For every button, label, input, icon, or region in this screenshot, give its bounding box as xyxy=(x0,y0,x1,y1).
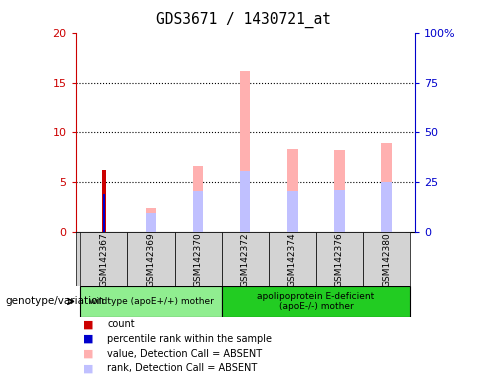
Bar xyxy=(287,149,298,232)
Bar xyxy=(316,232,363,286)
Bar xyxy=(102,170,106,232)
Text: GSM142380: GSM142380 xyxy=(382,232,391,286)
Bar xyxy=(381,144,392,232)
Text: GSM142374: GSM142374 xyxy=(288,232,297,286)
Text: GSM142369: GSM142369 xyxy=(146,232,156,286)
Text: rank, Detection Call = ABSENT: rank, Detection Call = ABSENT xyxy=(107,363,258,373)
Bar xyxy=(146,209,156,232)
Text: GSM142370: GSM142370 xyxy=(194,232,203,286)
Bar xyxy=(146,214,156,232)
Bar xyxy=(381,182,392,232)
Text: ■: ■ xyxy=(83,334,94,344)
Text: genotype/variation: genotype/variation xyxy=(5,296,104,306)
Text: wildtype (apoE+/+) mother: wildtype (apoE+/+) mother xyxy=(88,297,213,306)
Text: count: count xyxy=(107,319,135,329)
Bar xyxy=(103,194,105,232)
Text: ■: ■ xyxy=(83,363,94,373)
Bar xyxy=(222,286,410,317)
Bar xyxy=(193,166,203,232)
Bar xyxy=(81,232,127,286)
Bar xyxy=(193,191,203,232)
Text: ■: ■ xyxy=(83,349,94,359)
Text: percentile rank within the sample: percentile rank within the sample xyxy=(107,334,272,344)
Bar xyxy=(175,232,222,286)
Text: GDS3671 / 1430721_at: GDS3671 / 1430721_at xyxy=(157,12,331,28)
Text: GSM142367: GSM142367 xyxy=(100,232,108,286)
Bar xyxy=(334,190,345,232)
Bar xyxy=(287,191,298,232)
Bar xyxy=(269,232,316,286)
Bar xyxy=(222,232,269,286)
Bar xyxy=(127,232,175,286)
Bar xyxy=(240,71,250,232)
Text: apolipoprotein E-deficient
(apoE-/-) mother: apolipoprotein E-deficient (apoE-/-) mot… xyxy=(257,292,374,311)
Text: value, Detection Call = ABSENT: value, Detection Call = ABSENT xyxy=(107,349,263,359)
Text: ■: ■ xyxy=(83,319,94,329)
Text: GSM142376: GSM142376 xyxy=(335,232,344,286)
Bar xyxy=(334,151,345,232)
Bar xyxy=(240,171,250,232)
Bar xyxy=(81,286,222,317)
Bar xyxy=(363,232,410,286)
Text: GSM142372: GSM142372 xyxy=(241,232,250,286)
